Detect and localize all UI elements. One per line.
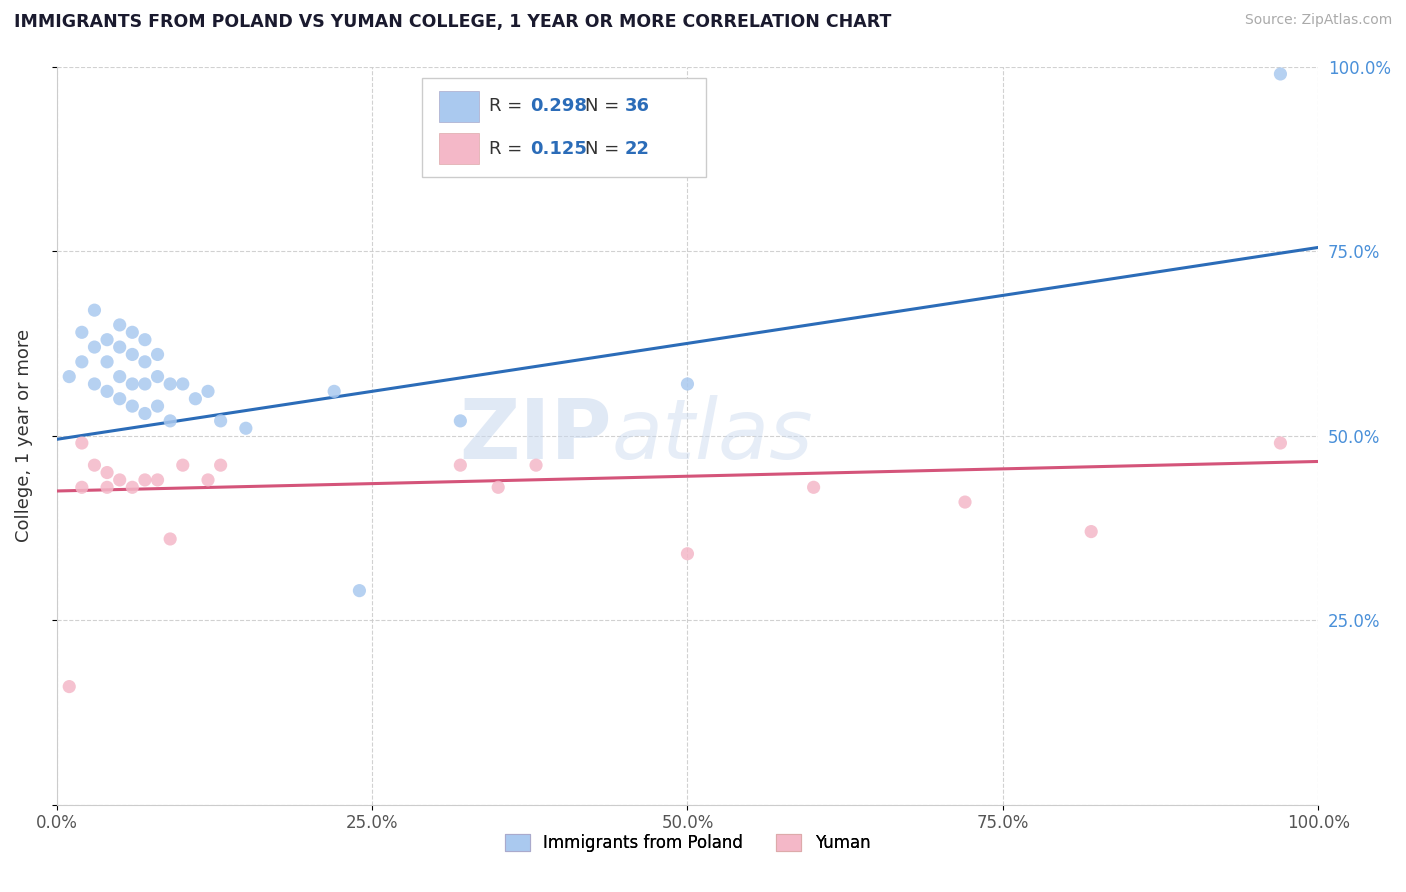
Point [209,458,232,472]
Text: 0.125: 0.125 [530,140,586,158]
Point [108,340,131,354]
Legend: Immigrants from Poland, Yuman: Immigrants from Poland, Yuman [498,828,877,859]
Point [121,376,143,391]
Text: 22: 22 [624,140,650,158]
Point [70,480,93,494]
Point [676,547,699,561]
Point [172,458,194,472]
Point [121,399,143,413]
Point [159,532,181,546]
Point [184,392,207,406]
Point [197,473,219,487]
Point [349,583,371,598]
Point [108,318,131,332]
Point [449,414,471,428]
Point [96,466,118,480]
Point [83,340,105,354]
Y-axis label: College, 1 year or more: College, 1 year or more [15,329,32,542]
Text: IMMIGRANTS FROM POLAND VS YUMAN COLLEGE, 1 YEAR OR MORE CORRELATION CHART: IMMIGRANTS FROM POLAND VS YUMAN COLLEGE,… [14,13,891,31]
Point [1270,436,1292,450]
Text: N =: N = [585,140,626,158]
Point [134,473,156,487]
Point [96,333,118,347]
Point [70,326,93,340]
Point [121,326,143,340]
Point [1270,67,1292,81]
Point [70,355,93,369]
Point [172,376,194,391]
Point [134,407,156,421]
FancyBboxPatch shape [439,134,479,164]
Point [121,347,143,361]
Point [83,458,105,472]
Text: atlas: atlas [612,395,813,476]
FancyBboxPatch shape [439,91,479,121]
Point [134,376,156,391]
Point [58,680,80,694]
Text: R =: R = [489,140,529,158]
Point [96,384,118,399]
Point [121,480,143,494]
Point [486,480,509,494]
FancyBboxPatch shape [422,78,706,178]
Text: Source: ZipAtlas.com: Source: ZipAtlas.com [1244,13,1392,28]
Point [58,369,80,384]
Point [134,355,156,369]
Point [146,399,169,413]
Text: 0.298: 0.298 [530,97,586,115]
Text: 36: 36 [624,97,650,115]
Text: ZIP: ZIP [460,395,612,476]
Text: N =: N = [585,97,626,115]
Point [803,480,825,494]
Point [108,473,131,487]
Point [159,376,181,391]
Point [235,421,257,435]
Point [197,384,219,399]
Point [953,495,976,509]
Point [83,303,105,318]
Point [1080,524,1102,539]
Point [676,376,699,391]
Point [96,480,118,494]
Point [449,458,471,472]
Point [108,369,131,384]
Point [146,473,169,487]
Point [134,333,156,347]
Point [323,384,346,399]
Point [146,369,169,384]
Point [159,414,181,428]
Point [96,355,118,369]
Text: R =: R = [489,97,529,115]
Point [108,392,131,406]
Point [83,376,105,391]
Point [209,414,232,428]
Point [70,436,93,450]
Point [146,347,169,361]
Point [524,458,547,472]
